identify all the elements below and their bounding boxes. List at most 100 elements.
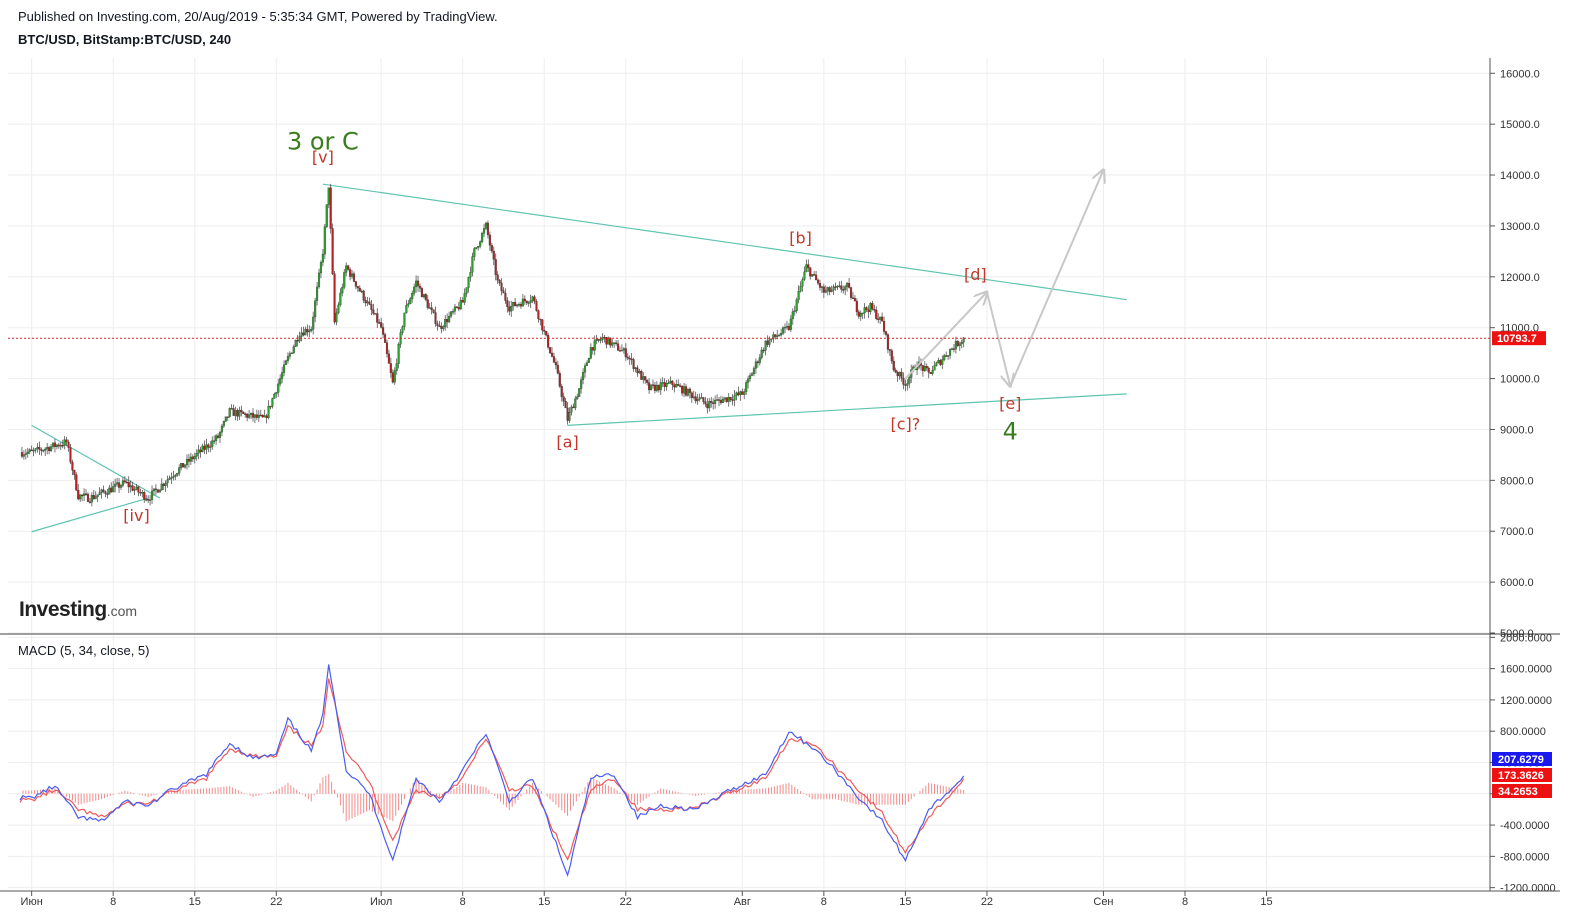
candle-up [263,415,266,418]
candle-up [395,363,398,371]
wave-label: [c]? [891,414,921,433]
candle-down [240,409,243,413]
candle-up [141,492,144,494]
candle-up [960,342,963,345]
candle-up [941,359,944,365]
candle-up [947,355,950,357]
candle-up [174,475,177,477]
candle-down [640,370,643,380]
candle-up [665,382,668,387]
candle-up [51,442,55,447]
projection-path [904,170,1103,387]
macd-tick-label: 2000.0000 [1500,632,1552,644]
candle-down [306,328,309,333]
candle-down [61,445,64,447]
candle-down [900,371,903,379]
candle-up [44,448,47,451]
price-tick-label: 12000.0 [1500,272,1540,284]
candle-down [490,245,493,252]
candle-up [908,377,911,384]
candle-up [949,349,952,356]
candle-down [875,309,878,319]
price-marker: 10793.7 [8,331,1546,346]
candle-up [453,306,456,312]
candle-down [364,300,367,304]
candle-down [556,364,559,374]
candle-up [869,303,872,313]
candle-down [855,300,858,313]
candle-down [809,267,812,277]
candle-down [244,413,247,415]
candle-down [882,321,886,332]
candle-up [238,409,241,417]
candle-up [341,287,344,294]
candle-up [96,494,99,497]
time-tick-label: 22 [270,896,282,908]
candle-down [117,482,121,488]
candle-down [533,296,536,302]
candle-down [834,286,837,288]
wave-degree-label: 3 or C [287,128,359,156]
candle-down [508,306,511,312]
price-tick-label: 6000.0 [1500,577,1534,589]
candle-up [589,347,592,359]
candle-up [28,449,31,453]
trendlines [31,183,1127,533]
candle-up [700,397,703,399]
candle-down [894,369,897,373]
candle-down [376,313,379,323]
candle-up [838,285,841,287]
candle-up [943,355,946,360]
candle-up [622,348,625,351]
candle-up [209,446,212,448]
candle-down [525,300,528,303]
candle-down [644,376,647,381]
candle-up [213,440,216,442]
candle-up [516,304,519,307]
candle-up [749,375,752,379]
candle-up [754,361,757,369]
candle-down [815,274,818,281]
candle-up [98,492,101,495]
macd-tick-label: 1200.0000 [1500,695,1552,707]
candle-up [463,293,466,303]
wave-label: [e] [999,394,1021,413]
candle-up [801,279,804,287]
candle-down [71,461,74,471]
candle-up [593,340,596,351]
candle-down [702,397,705,402]
candle-up [698,397,701,400]
candle-up [683,386,686,394]
candle-down [203,445,206,450]
candle-up [180,463,183,468]
candle-down [207,444,210,448]
candle-down [925,366,928,369]
candle-up [958,343,961,346]
candle-up [770,338,773,340]
candle-down [626,356,629,359]
candle-up [782,327,785,334]
candle-down [374,313,377,315]
candle-up [449,311,453,317]
candle-down [539,318,542,321]
candle-down [125,481,128,484]
candle-up [576,396,579,399]
candle-up [477,246,480,248]
candle-down [352,273,356,282]
candle-down [347,265,350,270]
projection-arrow [1009,170,1103,387]
candle-down [624,348,627,358]
candle-up [578,388,581,397]
macd-last-value-box [1492,752,1552,766]
candle-up [100,489,103,493]
candle-up [46,447,49,450]
wave-label: [v] [312,147,334,166]
candle-down [251,412,255,418]
candle-down [787,326,790,330]
candle-down [927,367,930,373]
candle-up [483,228,486,234]
macd-panel [19,664,965,877]
candle-down [828,287,831,292]
candle-down [506,300,509,308]
